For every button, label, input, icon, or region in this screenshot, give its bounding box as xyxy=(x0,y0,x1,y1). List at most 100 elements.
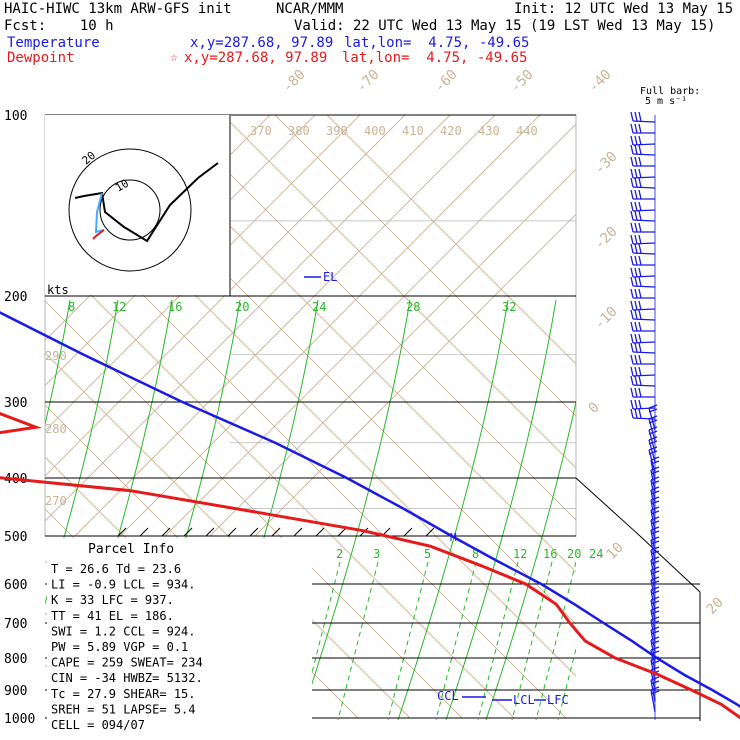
pressure-label-500: 500 xyxy=(4,530,27,545)
wind-barb xyxy=(648,415,658,442)
mixing-ratio-label-lower: 5 xyxy=(424,547,431,561)
isotherm-label: -10 xyxy=(592,304,621,333)
freezing-tick xyxy=(161,527,171,537)
hodograph-ring-inner xyxy=(99,179,161,241)
mixing-ratio-label-lower: 8 xyxy=(472,547,479,561)
wind-barb xyxy=(630,321,655,332)
pressure-label-800: 800 xyxy=(4,652,27,667)
wind-barb-profile xyxy=(630,111,660,720)
isotherm-label: -70 xyxy=(354,67,383,96)
moist-adiabat xyxy=(45,299,71,427)
wind-barb xyxy=(630,267,656,278)
mixing-ratio-line xyxy=(337,561,379,721)
ccl-label: CCL xyxy=(437,689,459,703)
mixing-ratio-label-upper: 8 xyxy=(68,300,75,314)
freezing-tick xyxy=(403,527,413,537)
isotherm-label: 0 xyxy=(586,400,603,417)
wind-barb xyxy=(630,399,656,410)
mixing-ratio-label-upper: 16 xyxy=(168,300,182,314)
parcel-info-row: SREH = 51 LAPSE= 5.4 xyxy=(51,702,196,716)
wind-barb xyxy=(630,276,656,288)
wind-barb xyxy=(630,288,655,299)
isotherm-label: -20 xyxy=(592,224,621,253)
hodograph-trace-low xyxy=(94,192,105,234)
theta-label-top: 430 xyxy=(478,124,500,138)
dewpoint-profile xyxy=(0,412,740,720)
freezing-tick xyxy=(227,527,237,537)
mixing-ratio-label-lower: 16 xyxy=(543,547,557,561)
mixing-ratio-label-upper: 24 xyxy=(312,300,326,314)
mixing-ratio-label-upper: 32 xyxy=(502,300,516,314)
hodograph-units-label: kts xyxy=(47,283,69,297)
isotherm-40 xyxy=(222,115,576,469)
valid-time: Valid: 22 UTC Wed 13 May 15 (19 LST Wed … xyxy=(294,18,716,34)
parcel-info-row: Tc = 27.9 SHEAR= 15. xyxy=(51,687,196,701)
wind-barb xyxy=(630,342,656,354)
wind-barb xyxy=(630,189,655,200)
wind-barb xyxy=(630,210,656,222)
pressure-label-900: 900 xyxy=(4,684,27,699)
temperature-profile xyxy=(0,311,740,709)
isotherm-label: -40 xyxy=(586,67,615,96)
dry-adiabat xyxy=(164,123,576,537)
freezing-tick xyxy=(117,527,127,537)
theta-label-top: 410 xyxy=(402,124,424,138)
mixing-ratio-line xyxy=(387,561,429,721)
mixing-ratio-label-lower: 12 xyxy=(513,547,527,561)
theta-label-top: 420 xyxy=(440,124,462,138)
el-label: EL xyxy=(323,270,337,284)
dry-adiabat xyxy=(254,213,576,537)
theta-label-left: 290 xyxy=(45,349,67,363)
parcel-info-row: CIN = -34 HWBZ= 5132. xyxy=(51,671,203,685)
frame-bevel-lower xyxy=(639,535,701,593)
theta-label-top: 390 xyxy=(326,124,348,138)
theta-label-left: 270 xyxy=(45,494,67,508)
dry-adiabat xyxy=(45,115,316,387)
hodograph-trace xyxy=(74,162,219,243)
level-markers: EL CCL LCL LFC M xyxy=(304,270,569,707)
wind-barb xyxy=(630,243,656,255)
parcel-info-row: SWI = 1.2 CCL = 924. xyxy=(51,624,196,638)
mixing-ratio-label-lower: 3 xyxy=(373,547,380,561)
m-label: M xyxy=(450,531,457,544)
theta-label-top: 380 xyxy=(288,124,310,138)
theta-label-left: 280 xyxy=(45,422,67,436)
theta-label-top: 400 xyxy=(364,124,386,138)
moist-adiabat xyxy=(445,299,557,721)
parcel-info-row: K = 33 LFC = 937. xyxy=(51,593,174,607)
isotherm-30 xyxy=(170,115,576,521)
wind-barb xyxy=(630,135,656,146)
lfc-label: LFC xyxy=(547,693,569,707)
isotherm-label: 10 xyxy=(604,540,627,563)
freezing-tick xyxy=(249,527,259,537)
wind-barb xyxy=(630,111,656,123)
mixing-ratio-line xyxy=(511,561,553,721)
wind-barb xyxy=(630,375,656,387)
isotherm-label: -80 xyxy=(280,67,309,96)
mixing-ratio-line xyxy=(557,646,576,721)
pressure-label-700: 700 xyxy=(4,617,27,632)
forecast-hour: Fcst: 10 h xyxy=(4,18,114,34)
lcl-label: LCL xyxy=(513,693,535,707)
isotherm--30 xyxy=(45,300,463,719)
wind-barb xyxy=(630,123,655,134)
parcel-info-row: T = 26.6 Td = 23.6 xyxy=(51,562,181,576)
mixing-ratio-labels: 8 12 16 20 24 28 32 2 3 5 8 12 16 20 24 xyxy=(68,300,603,561)
wind-barb xyxy=(630,168,656,179)
mixing-ratio-label-upper: 12 xyxy=(112,300,126,314)
mixing-ratio-label-upper: 28 xyxy=(406,300,420,314)
barb-legend-units: 5 m s⁻¹ xyxy=(645,96,687,107)
wind-barb xyxy=(630,309,656,321)
parcel-info-row: PW = 5.89 VGP = 0.1 xyxy=(51,640,188,654)
mixing-ratio-line xyxy=(435,561,477,721)
pressure-label-200: 200 xyxy=(4,290,27,305)
wind-barb xyxy=(648,404,658,431)
parcel-info-row: CAPE = 259 SWEAT= 234 xyxy=(51,656,203,670)
dewpoint-star-icon: ☆ xyxy=(170,50,178,65)
parcel-info-title: Parcel Info xyxy=(88,542,174,557)
moist-adiabat xyxy=(485,399,576,721)
isotherm-label: -50 xyxy=(508,67,537,96)
parcel-info-row: TT = 41 EL = 186. xyxy=(51,609,174,623)
